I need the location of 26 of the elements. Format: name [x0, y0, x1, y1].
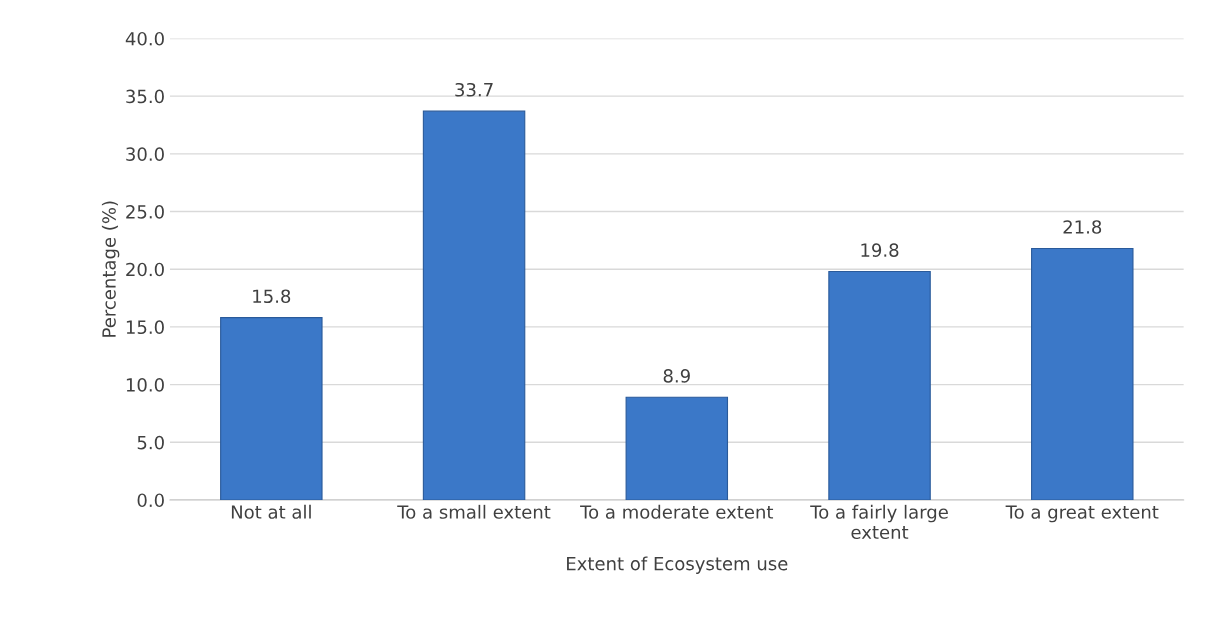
- x-tick-label: To a small extent: [397, 504, 551, 519]
- x-tick-label: To a fairly large extent: [810, 504, 948, 540]
- y-tick-label: 35.0: [126, 89, 164, 104]
- y-tick-label: 30.0: [126, 147, 164, 161]
- y-axis-title: Percentage (%): [101, 201, 120, 337]
- data-label: 19.8: [861, 243, 899, 257]
- x-tick-label: Not at all: [231, 504, 311, 519]
- y-tick-label: 0.0: [137, 493, 164, 508]
- bar: [828, 270, 931, 500]
- y-tick-label: 15.0: [126, 320, 164, 335]
- data-label: 21.8: [1063, 220, 1102, 234]
- y-tick-label: 5.0: [137, 435, 164, 450]
- y-tick-label: 10.0: [126, 378, 164, 392]
- x-axis-title: Extent of Ecosystem use: [567, 556, 788, 574]
- bar: [220, 317, 323, 500]
- bar: [1031, 247, 1134, 500]
- y-tick-label: 25.0: [126, 204, 164, 219]
- bar: [422, 110, 526, 500]
- data-label: 8.9: [663, 369, 690, 383]
- data-label: 33.7: [455, 82, 493, 97]
- y-tick-label: 20.0: [126, 262, 164, 277]
- data-label: 15.8: [253, 289, 291, 304]
- x-tick-label: To a great extent: [1005, 505, 1159, 523]
- bar: [625, 396, 729, 500]
- y-tick-label: 40.0: [125, 31, 164, 46]
- x-tick-label: To a moderate extent: [580, 504, 774, 519]
